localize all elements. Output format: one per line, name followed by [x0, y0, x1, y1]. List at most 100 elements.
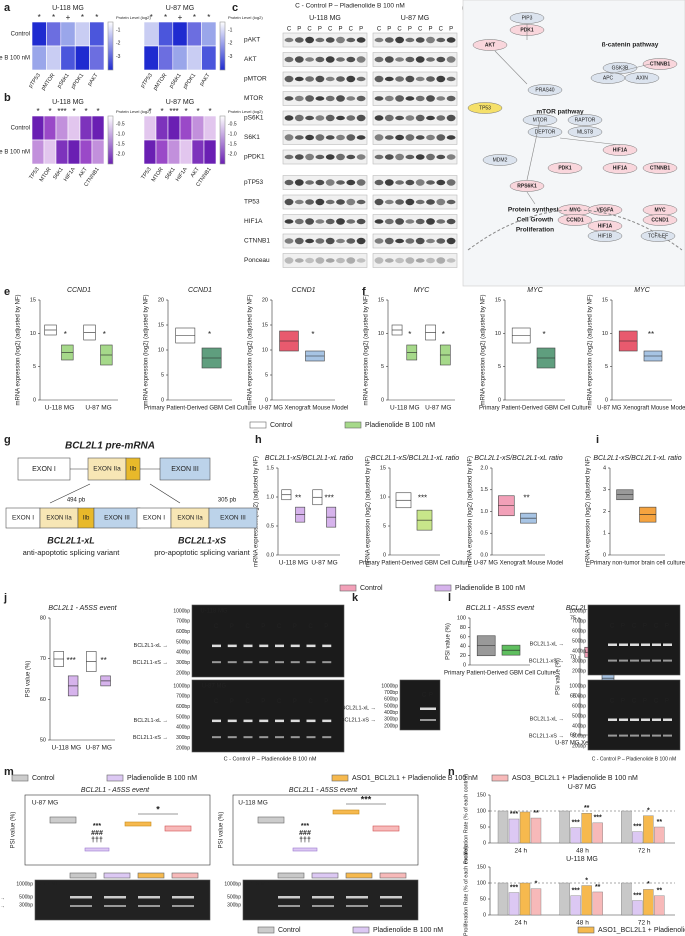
lane-key [345, 872, 373, 879]
band [374, 179, 384, 186]
node [557, 214, 593, 226]
plot-title: CCND1 [291, 287, 315, 294]
exon-label: EXON I [12, 515, 34, 522]
significance: * [38, 13, 41, 22]
band [426, 238, 435, 244]
band [384, 114, 394, 122]
heat-cell [179, 115, 193, 141]
band [325, 154, 335, 160]
gel-title: U-118 MG [245, 881, 270, 887]
legend-swatch [331, 774, 349, 782]
band [384, 218, 394, 225]
node-label: VEGFA [597, 207, 614, 213]
blot-strip [372, 233, 458, 249]
panel-letter: g [4, 434, 11, 446]
ladder-label: 500bp [227, 894, 241, 900]
gel-band [212, 736, 221, 739]
legend-bar [107, 115, 114, 165]
heat-cell [74, 45, 90, 71]
blot-strip [282, 91, 368, 106]
significance: * [103, 330, 106, 339]
lane-label: C [277, 624, 282, 630]
legend-label: Pladienolide B 100 nM [127, 775, 197, 782]
y-tick-label: 1.5 [266, 465, 274, 471]
node-label: PDK1 [558, 165, 572, 171]
lane-label: C [214, 699, 219, 705]
protein-label: Ponceau [244, 257, 270, 264]
band [374, 198, 384, 206]
bar [632, 831, 643, 844]
exon-label: EXON IIa [46, 516, 72, 522]
node-label: HIF1A [598, 223, 613, 229]
bar [592, 822, 603, 844]
lane-label: C [308, 624, 313, 630]
gel-band [70, 905, 92, 907]
significance: * [542, 330, 545, 339]
significance: * [52, 13, 55, 22]
gel-band [259, 736, 269, 739]
heat-cell [203, 139, 217, 165]
gel-band [427, 719, 436, 721]
lane-label: P [359, 27, 363, 33]
band [346, 56, 356, 63]
band [415, 179, 425, 186]
heat-cell [91, 115, 105, 141]
bar [530, 888, 542, 916]
band [284, 37, 294, 43]
node-label: MLST8 [577, 129, 593, 135]
band [336, 76, 345, 82]
panel-letter: k [352, 592, 359, 604]
band [395, 57, 404, 62]
gel-band [259, 719, 269, 723]
significance: *** [418, 494, 427, 503]
band [315, 198, 325, 206]
protein-label: pPDK1 [244, 154, 265, 161]
node-label: DEPTOR [535, 129, 556, 135]
legend-tick: -3 [116, 54, 121, 60]
band [426, 95, 435, 102]
band [325, 114, 335, 122]
legend-label: ASO3_BCL2L1 + Pladienolide B 100 nM [512, 775, 638, 782]
blot-strip [282, 71, 368, 87]
chart-title: U-118 MG [566, 856, 598, 863]
blot-strip [372, 91, 458, 106]
heat-cell [46, 45, 62, 71]
band [284, 115, 294, 121]
y-tick-label: 5 [265, 372, 268, 378]
gel-band [212, 719, 221, 723]
gel-band [346, 905, 368, 907]
lane-label: P [297, 27, 301, 33]
protein-label: S6K1 [244, 134, 260, 141]
band [395, 180, 404, 185]
lane-label: C [632, 624, 637, 630]
band [305, 76, 314, 82]
band [284, 56, 294, 63]
band [284, 219, 294, 224]
protein-label: CTNNB1 [244, 238, 270, 245]
band [346, 238, 356, 244]
y-tick-label: 10 [378, 331, 384, 337]
band [446, 218, 456, 225]
significance: * [36, 107, 39, 116]
ladder-label: 300bp [572, 733, 586, 739]
category-label: U-87 MG Xenograft Mouse Model [259, 406, 349, 412]
bar [559, 810, 570, 844]
band [315, 219, 325, 224]
arrow [149, 483, 181, 504]
gel-band [259, 644, 269, 648]
band [294, 199, 304, 205]
significance: *** [510, 811, 518, 818]
legend-bar [219, 115, 226, 165]
band [374, 75, 384, 83]
band [384, 56, 394, 63]
lane-label: P [324, 699, 328, 705]
significance: *** [361, 794, 372, 804]
band [315, 134, 325, 141]
row-label: Pladienolide B 100 nM [0, 150, 30, 156]
gel-band [275, 736, 284, 739]
y-tick-label: 70 [570, 654, 576, 660]
band [356, 258, 366, 263]
blot-strip [372, 110, 458, 126]
bar [654, 826, 665, 844]
exon [208, 507, 258, 529]
